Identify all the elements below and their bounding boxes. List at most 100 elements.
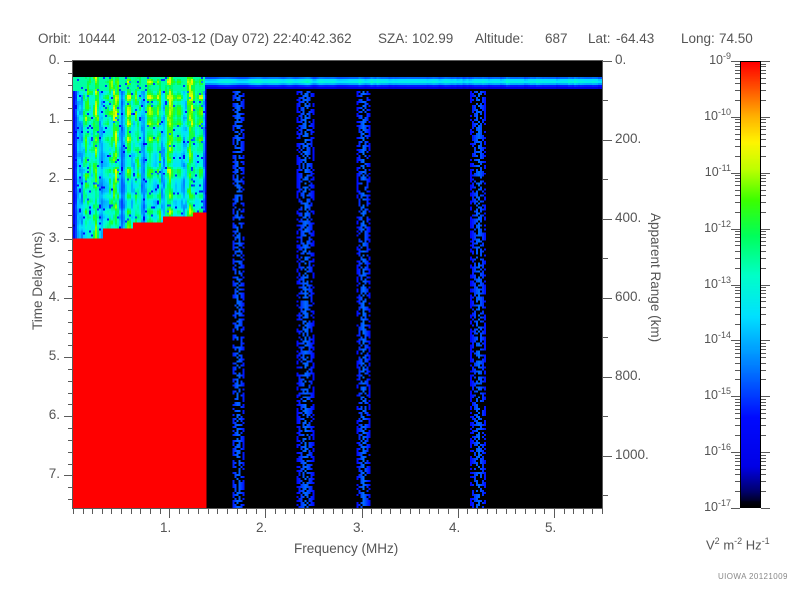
- colorbar-tick-minor: [735, 241, 740, 242]
- colorbar-label-exponent: -10: [717, 107, 731, 117]
- y-tick-minor: [68, 499, 73, 500]
- units-m-exp: -2: [734, 536, 743, 546]
- colorbar-tick-minor: [735, 370, 740, 371]
- y-tick-minor: [68, 404, 73, 405]
- x-tick-minor: [544, 509, 545, 514]
- colorbar-tick-minor: [735, 290, 740, 291]
- x-tick-major: [362, 509, 363, 518]
- x-tick-major: [169, 509, 170, 518]
- colorbar-tick-minor: [761, 202, 766, 203]
- x-tick-minor: [294, 509, 295, 514]
- colorbar-tick-minor: [761, 156, 766, 157]
- colorbar-tick-minor: [761, 301, 766, 302]
- colorbar-tick-minor: [761, 314, 766, 315]
- colorbar-tick-minor: [735, 195, 740, 196]
- colorbar-tick-minor: [761, 78, 766, 79]
- colorbar-tick-major: [761, 452, 770, 453]
- colorbar-tick-minor: [761, 185, 766, 186]
- colorbar-tick-major: [731, 61, 740, 62]
- x-tick-major: [265, 509, 266, 518]
- y-tick-minor: [68, 452, 73, 453]
- colorbar-tick-minor: [735, 234, 740, 235]
- x-tick-minor: [285, 509, 286, 514]
- colorbar-tick-minor: [735, 287, 740, 288]
- colorbar-tick-minor: [761, 379, 766, 380]
- y-tick-label: 7.: [48, 466, 60, 481]
- colorbar-tick-major: [731, 340, 740, 341]
- x-tick-minor: [246, 509, 247, 514]
- colorbar-tick-minor: [761, 129, 766, 130]
- units-m: m: [723, 537, 735, 553]
- x-tick-minor: [448, 509, 449, 514]
- y-tick-minor: [68, 85, 73, 86]
- units-v-exp: 2: [714, 536, 720, 546]
- x-tick-minor: [419, 509, 420, 514]
- colorbar-tick-minor: [761, 287, 766, 288]
- colorbar-tick-minor: [761, 458, 766, 459]
- colorbar-tick-minor: [761, 234, 766, 235]
- y2-tick-label: 0.: [615, 52, 627, 67]
- y-tick-minor: [68, 440, 73, 441]
- x-tick-minor: [92, 509, 93, 514]
- x-tick-minor: [121, 509, 122, 514]
- colorbar-units: V2 m-2 Hz-1: [706, 536, 770, 552]
- y-tick-label: 1.: [48, 111, 60, 126]
- colorbar-tick-minor: [761, 405, 766, 406]
- colorbar-tick-minor: [761, 241, 766, 242]
- y-tick-label: 5.: [48, 348, 60, 363]
- colorbar-tick-label: 10-14: [665, 330, 731, 346]
- colorbar-tick-minor: [735, 202, 740, 203]
- x-tick-minor: [496, 509, 497, 514]
- y-tick-minor: [68, 73, 73, 74]
- y-tick-minor: [68, 274, 73, 275]
- colorbar-tick-minor: [735, 474, 740, 475]
- x-tick-minor: [381, 509, 382, 514]
- colorbar-tick-minor: [735, 212, 740, 213]
- y-tick-major: [64, 475, 73, 476]
- colorbar-tick-minor: [735, 251, 740, 252]
- colorbar-label-mantissa: 10: [709, 53, 723, 68]
- axis-line-right: [602, 61, 603, 509]
- y-tick-major: [64, 239, 73, 240]
- altitude-label: Altitude:: [475, 31, 524, 46]
- colorbar-tick-label: 10-15: [665, 386, 731, 402]
- y-tick-minor: [68, 310, 73, 311]
- x-tick-label: 2.: [256, 520, 268, 535]
- colorbar-tick-major: [761, 340, 770, 341]
- colorbar-tick-minor: [735, 418, 740, 419]
- colorbar-tick-minor: [761, 293, 766, 294]
- colorbar-tick-minor: [761, 190, 766, 191]
- colorbar-tick-minor: [761, 66, 766, 67]
- colorbar-tick-minor: [735, 175, 740, 176]
- colorbar-tick-minor: [761, 181, 766, 182]
- colorbar-label-mantissa: 10: [704, 444, 718, 459]
- x-tick-minor: [390, 509, 391, 514]
- y2-tick-major: [603, 456, 612, 457]
- colorbar-tick-minor: [761, 122, 766, 123]
- colorbar-tick-minor: [761, 425, 766, 426]
- colorbar-tick-minor: [735, 405, 740, 406]
- x-tick-minor: [525, 509, 526, 514]
- colorbar-tick-minor: [735, 425, 740, 426]
- colorbar-tick-minor: [735, 301, 740, 302]
- y-tick-minor: [68, 322, 73, 323]
- colorbar-label-mantissa: 10: [704, 500, 718, 515]
- x-tick-minor: [371, 509, 372, 514]
- colorbar-tick-minor: [761, 195, 766, 196]
- colorbar-tick-minor: [761, 64, 766, 65]
- y2-axis-title: Apparent Range (km): [648, 213, 663, 343]
- x-tick-minor: [304, 509, 305, 514]
- colorbar-tick-minor: [735, 307, 740, 308]
- colorbar-gradient: [741, 62, 760, 507]
- x-tick-minor: [487, 509, 488, 514]
- colorbar-label-mantissa: 10: [704, 221, 718, 236]
- colorbar-tick-minor: [735, 455, 740, 456]
- colorbar-tick-minor: [735, 379, 740, 380]
- y-tick-minor: [68, 97, 73, 98]
- x-tick-label: 5.: [545, 520, 557, 535]
- colorbar-tick-label: 10-11: [665, 163, 731, 179]
- colorbar-tick-label: 10-9: [665, 51, 731, 67]
- colorbar-tick-minor: [761, 349, 766, 350]
- colorbar-tick-minor: [735, 469, 740, 470]
- x-tick-minor: [477, 509, 478, 514]
